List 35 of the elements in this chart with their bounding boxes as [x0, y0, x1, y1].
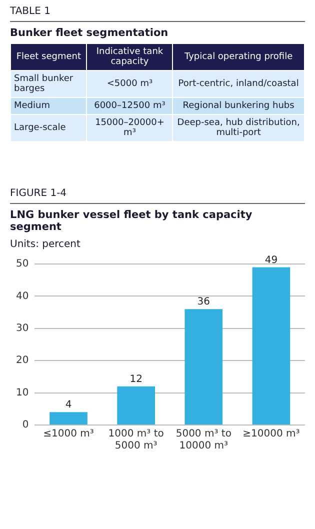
x-tick-label: 5000 m³ to 10000 m³: [176, 428, 232, 452]
y-tick-label: 40: [16, 290, 29, 302]
data-label: 4: [65, 400, 72, 411]
bar: [50, 412, 88, 424]
text: Deep-sea, hub distribution, multi-port: [177, 118, 300, 138]
chart-title: LNG bunker vessel fleet by tank capacity segment: [10, 209, 254, 233]
data-label: 12: [130, 374, 142, 385]
text: TABLE 1: [10, 6, 305, 22]
text: Regional bunkering hubs: [182, 101, 294, 111]
x-tick-label: ≤1000 m³: [43, 428, 94, 440]
text: 6000–12500 m³: [94, 101, 166, 111]
category-label: Fleet segment: [10, 44, 87, 70]
text: Port-centric, inland/coastal: [178, 79, 299, 89]
x-tick-label: 1000 m³ to 5000 m³: [108, 428, 164, 452]
category-label: Indicative tank capacity: [86, 44, 173, 70]
y-tick-label: 10: [16, 387, 29, 398]
y-tick-label: 50: [16, 258, 29, 270]
y-tick-label: 30: [16, 322, 29, 334]
category-label: Large-scale: [14, 123, 66, 133]
text: Bunker fleet segmentation: [10, 27, 170, 39]
text: <5000 m³: [106, 79, 153, 89]
text: 15000–20000+ m³: [95, 118, 164, 138]
bar: [117, 386, 155, 424]
x-tick-label: ≥10000 m³: [242, 428, 300, 440]
data-label: 36: [197, 296, 210, 308]
category-label: Small bunker barges: [14, 74, 74, 94]
bar: [252, 267, 290, 424]
bar: [184, 309, 223, 424]
y-axis-title: Units: percent: [10, 239, 82, 250]
category-label: Typical operating profile: [172, 44, 304, 70]
data-label: 49: [264, 254, 278, 266]
category-label: Medium: [14, 101, 50, 111]
y-tick-label: 0: [22, 420, 29, 431]
y-tick-label: 20: [16, 355, 29, 366]
chart-subtitle: FIGURE 1-4: [10, 188, 305, 204]
